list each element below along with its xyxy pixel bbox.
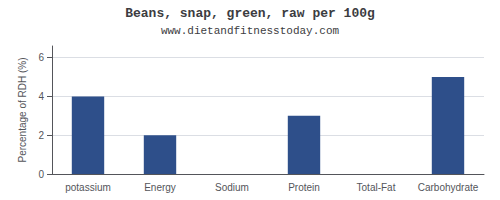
svg-text:6: 6 [38,52,44,63]
svg-text:Percentage of RDH (%): Percentage of RDH (%) [17,57,28,162]
svg-text:0: 0 [38,169,44,180]
svg-text:Energy: Energy [144,182,176,193]
svg-text:Carbohydrate: Carbohydrate [418,182,479,193]
svg-text:www.dietandfitnesstoday.com: www.dietandfitnesstoday.com [161,25,340,37]
svg-text:Protein: Protein [288,182,320,193]
svg-text:Total-Fat: Total-Fat [357,182,396,193]
svg-text:4: 4 [38,91,44,102]
svg-text:2: 2 [38,130,44,141]
svg-text:potassium: potassium [65,182,111,193]
svg-text:Beans, snap, green, raw per 10: Beans, snap, green, raw per 100g [125,6,375,21]
svg-text:Sodium: Sodium [215,182,249,193]
